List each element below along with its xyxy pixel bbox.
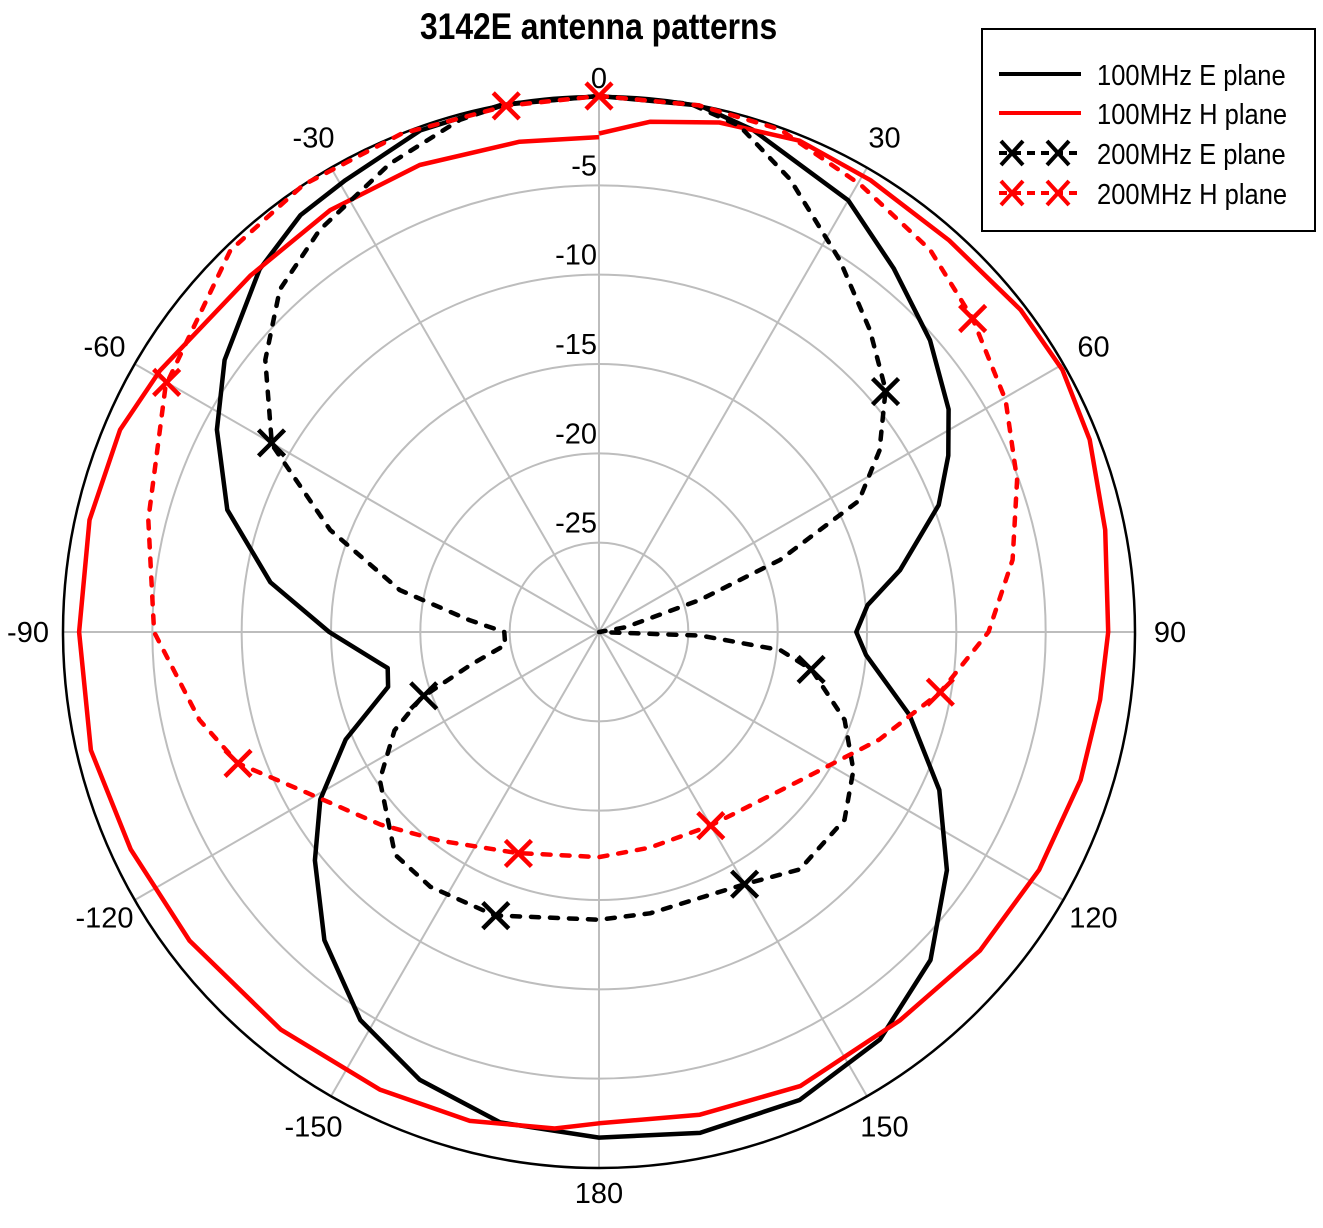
x-marker-icon: [584, 81, 614, 111]
series-line-1: [76, 119, 1111, 1131]
x-marker-icon: [958, 303, 988, 334]
legend-item-100mhz-e: 100MHz E plane: [983, 56, 1314, 96]
angle-tick-label: 60: [1077, 332, 1109, 364]
solid-black-line-icon: [999, 72, 1081, 76]
axis-labels: 0 30 60 90 120 150 180 -150 -120 -90 -60 -30 -25 -20 -…: [7, 63, 1186, 1210]
x-marker-icon: [503, 838, 534, 869]
x-marker-icon: [152, 367, 182, 397]
angle-tick-label: -30: [293, 123, 335, 155]
x-marker-icon: [223, 748, 253, 778]
data-series: [76, 81, 1111, 1140]
dashed-black-x-marker-icon: [999, 139, 1081, 167]
angle-tick-label: -120: [75, 903, 133, 935]
angle-tick-label: -90: [7, 617, 49, 649]
x-marker-icon: [730, 869, 760, 899]
legend-label: 100MHz E plane: [1097, 60, 1286, 92]
x-marker-icon: [870, 376, 901, 407]
series-line-0: [214, 93, 951, 1140]
series-line-2: [263, 93, 888, 922]
angle-tick-label: 180: [575, 1178, 623, 1210]
angle-tick-label: 30: [868, 123, 900, 155]
radial-gridline: [151, 184, 1047, 1080]
series-line-3: [146, 93, 1020, 860]
radial-tick-label: -10: [555, 240, 597, 272]
x-marker-icon: [696, 811, 726, 841]
x-marker-icon: [409, 681, 439, 711]
angle-tick-label: 120: [1069, 903, 1117, 935]
x-marker-icon: [481, 901, 511, 931]
radial-tick-label: -5: [571, 150, 597, 182]
solid-red-line-icon: [999, 111, 1081, 115]
x-marker-icon: [796, 654, 826, 684]
x-marker-icon: [925, 677, 955, 707]
radial-gridline: [508, 541, 690, 723]
radial-tick-label: -25: [555, 508, 597, 540]
x-marker-icon: [491, 91, 521, 121]
angle-tick-label: 150: [860, 1112, 908, 1144]
dashed-red-x-marker-icon: [999, 179, 1081, 207]
angle-tick-label: -150: [284, 1112, 342, 1144]
x-marker-icon: [256, 428, 287, 458]
radial-gridline: [419, 452, 779, 812]
legend-label: 100MHz H plane: [1097, 99, 1288, 131]
radial-gridline: [240, 273, 958, 991]
legend-label: 200MHz H plane: [1097, 179, 1288, 211]
legend: 100MHz E plane 100MHz H plane 200MHz E p…: [981, 28, 1316, 232]
chart-title: 3142E antenna patterns: [419, 6, 778, 47]
legend-item-100mhz-h: 100MHz H plane: [983, 95, 1314, 135]
angle-tick-label: 90: [1154, 617, 1186, 649]
legend-item-200mhz-h: 200MHz H plane: [983, 175, 1314, 215]
radial-tick-label: -20: [555, 418, 597, 450]
legend-label: 200MHz E plane: [1097, 139, 1286, 171]
angle-tick-label: 0: [591, 63, 607, 95]
radial-tick-label: -15: [555, 329, 597, 361]
angle-tick-label: -60: [84, 332, 126, 364]
legend-item-200mhz-e: 200MHz E plane: [983, 135, 1314, 175]
